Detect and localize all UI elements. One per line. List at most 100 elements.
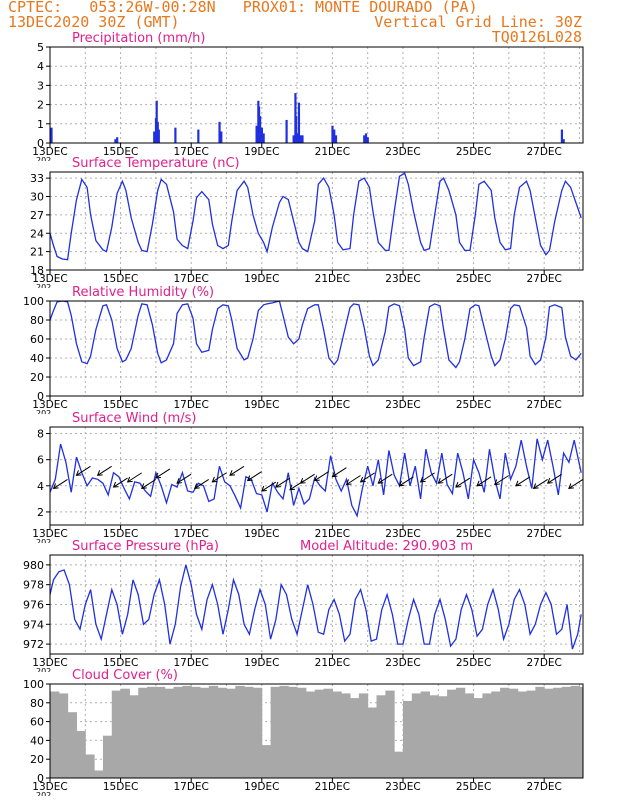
cloud-bar <box>67 712 77 778</box>
wind-arrow-head <box>141 483 147 489</box>
precip-bar <box>116 137 119 143</box>
temp-xtick-label: 25DEC <box>456 273 491 285</box>
cloud-bar <box>191 686 201 778</box>
wind-arrow-shaft <box>332 467 347 478</box>
precip-xtick-label: 21DEC <box>315 146 350 158</box>
cloud-bar <box>129 695 139 778</box>
wind-arrow-head <box>345 479 352 486</box>
rh-ytick-label: 80 <box>30 314 44 327</box>
cloud-bar <box>235 685 245 778</box>
cloud-bar <box>252 687 263 778</box>
cloud-bar <box>173 686 183 778</box>
wind-arrow-head <box>289 484 296 491</box>
precip-ytick-label: 5 <box>37 41 44 54</box>
press-xtick-label: 23DEC <box>385 657 420 669</box>
wind-xtick-label: 15DEC <box>103 528 138 540</box>
wind-arrow-head <box>299 478 306 484</box>
cloud-bar <box>500 687 510 778</box>
wind-arrow-head <box>313 475 320 482</box>
cloud-xtick-label: 23DEC <box>385 781 420 793</box>
precip-bar <box>331 125 334 143</box>
cloud-xtick-label: 25DEC <box>456 781 491 793</box>
wind-arrow-head <box>193 483 200 489</box>
cloud-bar <box>464 693 475 778</box>
cloud-bar <box>155 686 166 778</box>
precip-xtick-label: 19DEC <box>244 146 279 158</box>
cloud-ytick-label: 40 <box>30 734 44 747</box>
cloud-bar <box>147 686 157 778</box>
cloud-bar <box>58 693 69 778</box>
press-xtick-label: 25DEC <box>456 657 491 669</box>
precip-bar <box>259 116 262 143</box>
wind-arrow-head <box>455 481 461 488</box>
cloud-bar <box>526 690 536 778</box>
cloud-xtick-label: 19DEC <box>244 781 279 793</box>
rh-xtick-label: 27DEC <box>526 399 561 411</box>
wind-arrow-head <box>398 480 405 487</box>
header-station-line: CPTEC: 053:26W-00:28N PROX01: MONTE DOUR… <box>8 0 478 16</box>
press-title: Surface Pressure (hPa) <box>72 539 219 554</box>
rh-xtick-label: 19DEC <box>244 399 279 411</box>
precip-xtick-sublabel: 202 <box>36 156 51 165</box>
cloud-bar <box>138 687 148 778</box>
precip-xtick-label: 17DEC <box>173 146 208 158</box>
precip-bar <box>295 116 298 143</box>
cloud-bar <box>455 687 466 778</box>
press-xtick-label: 21DEC <box>315 657 350 669</box>
precip-bar <box>262 133 265 143</box>
wind-arrow-shaft <box>275 477 291 488</box>
temp-xtick-label: 27DEC <box>526 273 561 285</box>
precip-ytick-label: 1 <box>37 118 44 131</box>
cloud-bar <box>438 696 448 778</box>
header-datetime: 13DEC2020 30Z (GMT) <box>8 13 180 31</box>
precip-bar <box>220 131 223 143</box>
cloud-bar <box>579 686 583 778</box>
cloud-xtick-label: 17DEC <box>173 781 208 793</box>
wind-arrow-shaft <box>533 478 548 489</box>
cloud-bar <box>244 686 254 778</box>
wind-ytick-label: 6 <box>37 454 44 467</box>
wind-arrow-head <box>229 470 236 476</box>
precip-bar <box>197 129 200 143</box>
temp-ytick-label: 18 <box>30 264 44 277</box>
wind-arrow-shaft <box>455 477 471 488</box>
precip-xtick-label: 23DEC <box>385 146 420 158</box>
wind-arrow-head <box>126 476 133 483</box>
cloud-bar <box>279 685 289 778</box>
cloud-bar <box>411 693 422 778</box>
precip-xtick-label: 25DEC <box>456 146 491 158</box>
rh-xtick-label: 17DEC <box>173 399 208 411</box>
rh-xtick-label: 21DEC <box>315 399 350 411</box>
wind-arrow-head <box>275 481 281 488</box>
wind-arrow-head <box>211 476 218 483</box>
cloud-xtick-label: 27DEC <box>526 781 561 793</box>
precip-bar <box>299 135 302 143</box>
rh-ytick-label: 60 <box>30 333 44 346</box>
temp-xtick-sublabel: 202 <box>36 283 51 292</box>
precip-bar <box>114 139 117 143</box>
cloud-bar <box>394 751 404 778</box>
press-ytick-label: 976 <box>23 599 44 612</box>
precip-bar <box>334 135 338 143</box>
wind-arrow-shaft <box>176 473 192 484</box>
press-ytick-label: 974 <box>23 618 44 631</box>
wind-arrow-head <box>331 471 338 478</box>
wind-arrow-head <box>493 479 500 486</box>
wind-arrow-head <box>546 478 553 484</box>
wind-arrow-shaft <box>438 473 453 484</box>
temp-title: Surface Temperature (nC) <box>72 156 240 171</box>
precip-bar <box>50 127 53 143</box>
cloud-bar <box>305 691 316 778</box>
cloud-bar <box>270 686 280 778</box>
precip-bar <box>218 121 221 143</box>
rh-ytick-label: 100 <box>23 295 44 308</box>
cloud-bar <box>482 693 492 778</box>
cloud-ytick-label: 0 <box>37 772 44 785</box>
cloud-bar <box>208 685 219 778</box>
temp-ytick-label: 33 <box>30 172 44 185</box>
cloud-ytick-label: 80 <box>30 697 44 710</box>
cloud-ytick-label: 60 <box>30 716 44 729</box>
wind-arrow-shaft <box>476 476 492 487</box>
press-ytick-label: 978 <box>23 579 44 592</box>
wind-arrow-head <box>246 475 253 482</box>
